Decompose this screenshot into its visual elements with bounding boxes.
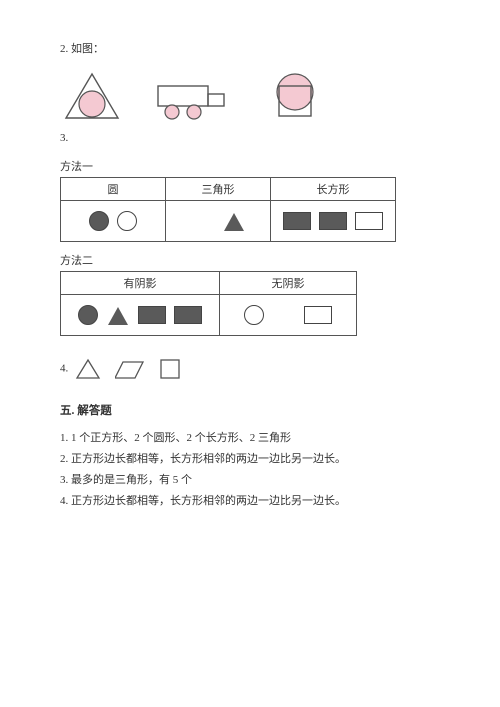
m2-cell-shaded	[61, 295, 220, 336]
answers-block: 1. 1 个正方形、2 个圆形、2 个长方形、2 三角形 2. 正方形边长都相等…	[60, 428, 450, 512]
method1-label: 方法一	[60, 158, 450, 174]
m2-h1: 有阴影	[61, 272, 220, 295]
m1-h1: 圆	[61, 178, 166, 201]
m1-cell-circle	[61, 201, 166, 242]
q3-label: 3.	[60, 132, 450, 144]
q4-label: 4.	[60, 363, 68, 375]
method2-table: 有阴影 无阴影	[60, 271, 357, 336]
method1-table: 圆 三角形 长方形	[60, 177, 396, 242]
fig-square-circle	[270, 70, 320, 120]
m2-cell-unshaded	[220, 295, 357, 336]
m1-cell-rect	[271, 201, 396, 242]
m1-cell-triangle	[166, 201, 271, 242]
m1-h2: 三角形	[166, 178, 271, 201]
answer-3: 3. 最多的是三角形，有 5 个	[60, 470, 450, 491]
method2-label: 方法二	[60, 252, 450, 268]
section5-title: 五. 解答题	[60, 402, 450, 418]
q4-parallelogram-icon	[115, 360, 145, 380]
answer-1: 1. 1 个正方形、2 个圆形、2 个长方形、2 三角形	[60, 428, 450, 449]
answer-4: 4. 正方形边长都相等，长方形相邻的两边一边比另一边长。	[60, 491, 450, 512]
q4-triangle-icon	[75, 358, 101, 380]
m2-h2: 无阴影	[220, 272, 357, 295]
m1-h3: 长方形	[271, 178, 396, 201]
fig-truck	[156, 72, 234, 120]
answer-2: 2. 正方形边长都相等，长方形相邻的两边一边比另一边长。	[60, 449, 450, 470]
q4-row: 4.	[60, 358, 450, 380]
fig-triangle-circle	[64, 72, 120, 120]
q2-label: 2. 如图：	[60, 40, 450, 56]
q4-shapes	[75, 358, 181, 380]
q2-figures	[64, 70, 450, 120]
q4-square-icon	[159, 358, 181, 380]
